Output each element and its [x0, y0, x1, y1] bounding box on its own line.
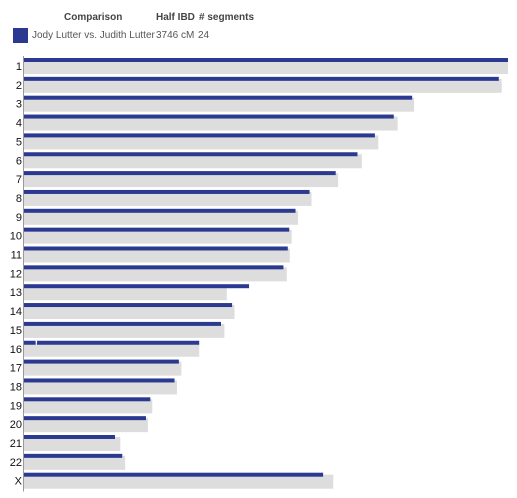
chromosome-label: 14	[10, 306, 22, 318]
chromosome-length-bar	[24, 60, 508, 74]
half-ibd-segment	[24, 359, 179, 364]
half-ibd-segment	[24, 114, 394, 119]
chromosome-label: 13	[10, 287, 22, 299]
chromosome-label: 15	[10, 325, 22, 337]
comparison-column-header: Comparison	[64, 12, 123, 23]
chart-header: Comparison Half IBD # segments Jody Lutt…	[0, 0, 517, 50]
legend-segments: 24	[198, 30, 210, 41]
chromosome-length-bar	[24, 305, 235, 320]
chromosome-label: 19	[10, 400, 22, 412]
chromosome-label: 6	[16, 155, 22, 167]
chromosome-length-bar	[24, 116, 398, 131]
chromosome-length-bar	[24, 437, 121, 451]
chromosome-label: 12	[10, 268, 22, 280]
half-ibd-segment	[24, 208, 296, 213]
half-ibd-segment	[24, 189, 310, 194]
chromosome-length-bar	[24, 361, 182, 376]
chromosome-label: 10	[10, 231, 22, 243]
chromosome-length-bar	[24, 286, 227, 301]
half-ibd-segment	[24, 472, 324, 477]
segments-column-header: # segments	[199, 12, 255, 23]
chromosome-label: 5	[16, 136, 22, 148]
chromosome-length-bar	[24, 380, 177, 395]
chromosome-label: 2	[16, 80, 22, 92]
legend-half-ibd: 3746 cM	[156, 30, 195, 41]
chromosome-label: X	[15, 476, 23, 488]
chromosome-length-bar	[24, 97, 415, 112]
chromosome-length-bar	[24, 210, 298, 225]
half-ibd-segment	[24, 171, 336, 176]
chromosome-label: 16	[10, 344, 22, 356]
chromosome-length-bar	[24, 229, 292, 244]
half-ibd-segment	[24, 397, 151, 402]
half-ibd-segment	[24, 95, 413, 100]
chromosome-label: 22	[10, 457, 22, 469]
half-ibd-segment	[37, 340, 200, 345]
chromosome-length-bar	[24, 248, 290, 263]
half-ibd-segment	[24, 416, 146, 421]
chromosome-label: 3	[16, 99, 22, 111]
half-ibd-segment	[24, 76, 499, 81]
chromosome-length-bar	[24, 474, 334, 489]
chromosome-label: 21	[10, 438, 22, 450]
legend-swatch	[13, 28, 28, 43]
chromosome-label: 18	[10, 381, 22, 393]
chromosome-length-bar	[24, 135, 379, 150]
chromosome-length-bar	[24, 267, 287, 282]
chromosome-length-bar	[24, 455, 126, 470]
half-ibd-segment	[24, 152, 358, 157]
half-ibd-segment	[24, 284, 250, 289]
chromosome-label: 7	[16, 174, 22, 186]
chromosome-length-bar	[24, 154, 362, 169]
chromosome-label: 17	[10, 363, 22, 375]
chromosome-length-bar	[24, 191, 312, 206]
chromosome-length-bar	[24, 418, 148, 433]
chromosome-length-bar	[24, 342, 200, 357]
half-ibd-segment	[24, 303, 233, 308]
chromosome-length-bar	[24, 173, 339, 188]
chromosome-label: 9	[16, 212, 22, 224]
half-ibd-segment	[24, 321, 221, 326]
half-ibd-segment	[24, 340, 36, 345]
half-ibd-segment	[24, 378, 175, 383]
chromosome-label: 1	[16, 61, 22, 73]
half-ibd-segment	[24, 265, 284, 270]
half-ibd-column-header: Half IBD	[156, 12, 195, 23]
chromosome-label: 8	[16, 193, 22, 205]
half-ibd-segment	[24, 58, 508, 62]
half-ibd-segment	[24, 246, 288, 251]
chromosome-label: 4	[16, 118, 22, 130]
legend-comparison: Jody Lutter vs. Judith Lutter	[32, 30, 155, 41]
chromosome-length-bar	[24, 323, 225, 338]
chromosome-length-bar	[24, 399, 153, 414]
half-ibd-segment	[24, 133, 375, 138]
half-ibd-segment	[24, 435, 115, 439]
half-ibd-segment	[24, 453, 123, 458]
half-ibd-segment	[24, 227, 290, 232]
chromosome-label: 11	[11, 250, 22, 262]
chromosome-length-bar	[24, 78, 502, 93]
chromosome-label: 20	[10, 419, 22, 431]
